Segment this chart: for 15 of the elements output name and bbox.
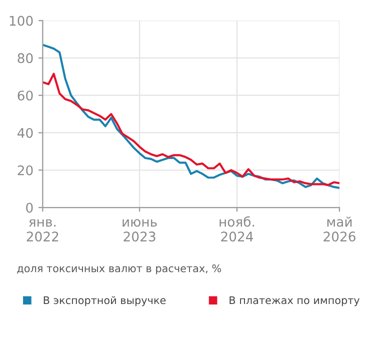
x-tick-label: июнь 2023 — [122, 219, 157, 242]
y-tick-label: 60 — [18, 90, 33, 101]
y-tick-label: 100 — [10, 16, 33, 26]
x-tick-label: нояб. 2024 — [220, 216, 254, 242]
y-tick-label: 20 — [18, 165, 33, 176]
y-tick-label: 40 — [17, 128, 33, 138]
legend-label: В платежах по импорту — [230, 296, 360, 306]
y-tick-label: 80 — [18, 53, 33, 64]
line-series — [42, 72, 340, 186]
x-tick-label: май 2026 — [324, 216, 356, 242]
text: доля токсичных валют в расчетах, % — [17, 264, 222, 274]
line-series — [42, 44, 340, 189]
y-tick-label: 0 — [26, 202, 33, 213]
x-tick-label: янв. 2022 — [26, 219, 58, 242]
legend-label: В экспортной выручке — [44, 296, 166, 306]
